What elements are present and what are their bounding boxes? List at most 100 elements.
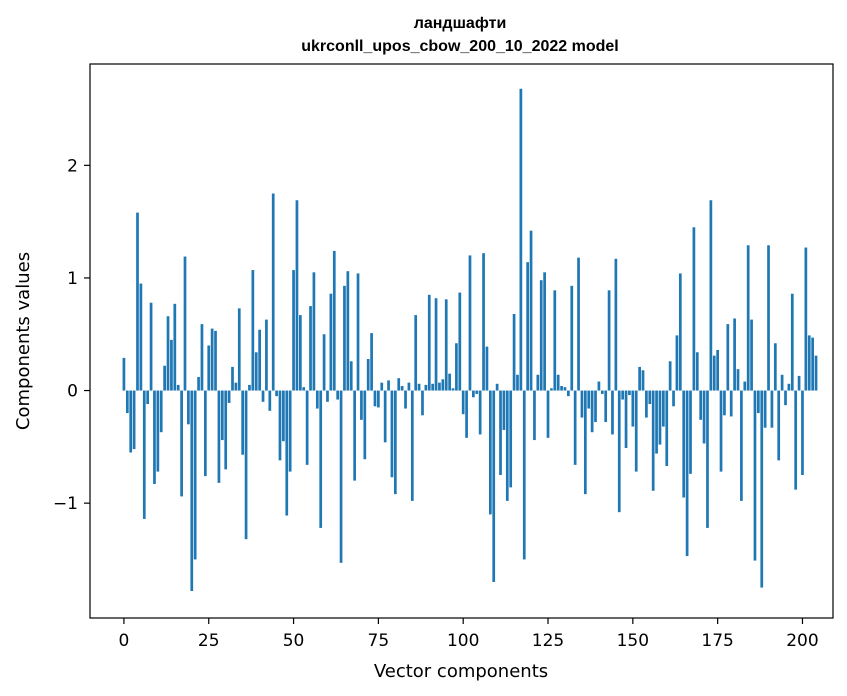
bar-179 <box>729 390 733 417</box>
bar-110 <box>495 383 499 391</box>
bar-54 <box>305 390 309 465</box>
y-tick-label: 1 <box>67 269 78 289</box>
x-tick-label: 50 <box>283 631 305 651</box>
y-tick-label: −1 <box>53 494 78 514</box>
bar-11 <box>159 390 163 433</box>
bar-44 <box>271 193 275 391</box>
bar-35 <box>241 390 245 455</box>
bar-79 <box>390 390 394 478</box>
bar-152 <box>638 366 641 391</box>
bar-58 <box>319 390 323 528</box>
bar-121 <box>533 390 536 441</box>
bar-160 <box>665 390 669 466</box>
bar-168 <box>692 227 696 391</box>
bar-13 <box>166 316 170 391</box>
x-tick-label: 75 <box>368 631 390 651</box>
bar-72 <box>366 359 370 391</box>
bar-154 <box>645 390 648 418</box>
bar-134 <box>577 257 580 391</box>
bar-104 <box>475 390 479 394</box>
bar-89 <box>424 384 428 391</box>
bar-31 <box>227 390 231 403</box>
bar-163 <box>675 335 679 391</box>
bar-124 <box>543 272 546 391</box>
bar-55 <box>309 306 312 391</box>
bar-190 <box>767 245 770 391</box>
bar-85 <box>410 390 414 501</box>
bar-8 <box>149 302 153 391</box>
x-axis-ticks: 0 25 50 75 100 125 150 175 200 <box>119 618 819 651</box>
bar-148 <box>624 390 628 448</box>
bar-170 <box>699 390 703 420</box>
bar-155 <box>648 390 652 405</box>
x-tick-label: 175 <box>701 631 733 651</box>
bar-43 <box>268 390 272 411</box>
bar-37 <box>248 384 251 391</box>
bar-122 <box>536 374 540 391</box>
bar-164 <box>678 273 682 391</box>
bar-97 <box>451 388 455 391</box>
bar-16 <box>176 384 180 391</box>
bar-107 <box>485 346 489 391</box>
chart-title-line-1: ландшафти <box>414 15 507 32</box>
bar-92 <box>434 298 438 391</box>
bar-41 <box>261 390 265 402</box>
bar-29 <box>220 390 224 441</box>
bar-22 <box>197 377 200 391</box>
bar-171 <box>702 390 706 444</box>
bar-147 <box>621 390 625 400</box>
bar-130 <box>563 387 567 391</box>
bar-150 <box>631 390 635 427</box>
bar-115 <box>512 313 516 391</box>
bar-52 <box>298 315 302 391</box>
bar-178 <box>726 324 730 391</box>
bar-9 <box>153 390 156 484</box>
bar-197 <box>790 293 794 391</box>
bar-62 <box>332 250 336 391</box>
bar-48 <box>285 390 289 516</box>
bar-47 <box>282 390 285 442</box>
bar-26 <box>210 328 214 391</box>
bar-86 <box>414 315 418 391</box>
bar-4 <box>136 212 139 391</box>
bar-45 <box>275 390 278 397</box>
bar-101 <box>465 390 468 438</box>
bar-50 <box>292 270 295 391</box>
bar-202 <box>807 335 811 391</box>
x-tick-label: 25 <box>198 631 220 651</box>
bar-94 <box>441 379 445 391</box>
bar-19 <box>187 390 190 425</box>
bar-28 <box>217 390 221 483</box>
bar-60 <box>326 390 329 402</box>
x-tick-label: 0 <box>119 631 130 651</box>
plot-frame <box>89 63 834 619</box>
x-axis-label: Vector components <box>374 661 548 682</box>
bar-136 <box>583 390 587 495</box>
bar-7 <box>146 390 150 405</box>
bar-66 <box>346 271 350 391</box>
bar-53 <box>302 387 306 391</box>
x-tick-label: 150 <box>617 631 649 651</box>
bar-135 <box>580 390 584 418</box>
bar-82 <box>400 386 404 391</box>
bar-196 <box>787 383 791 391</box>
bar-76 <box>380 382 384 391</box>
bar-161 <box>668 361 672 391</box>
bar-103 <box>472 390 475 398</box>
bar-111 <box>499 390 502 475</box>
chart-title-line-2: ukrconll_upos_cbow_200_10_2022 model <box>301 38 618 55</box>
y-axis-label: Components values <box>13 252 34 430</box>
bar-17 <box>180 390 183 497</box>
bar-73 <box>370 333 373 391</box>
bar-91 <box>431 383 435 391</box>
bar-59 <box>322 334 326 391</box>
bar-186 <box>753 390 757 561</box>
bar-24 <box>203 390 207 477</box>
bar-140 <box>597 381 601 391</box>
bar-3 <box>132 390 136 450</box>
bar-1 <box>125 390 129 414</box>
bar-194 <box>780 374 784 391</box>
bar-40 <box>258 329 261 391</box>
bar-102 <box>468 255 472 391</box>
